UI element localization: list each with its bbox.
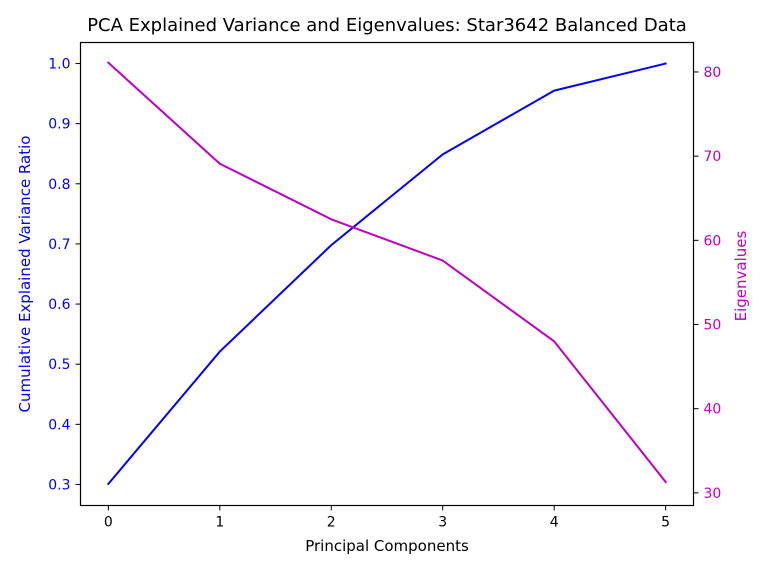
- y-right-tick-label: 30: [704, 486, 722, 502]
- y-left-tick-label: 0.8: [48, 177, 70, 193]
- series-layer: [106, 61, 668, 486]
- cumulative-variance-point-5: [664, 62, 667, 65]
- x-tick-label: 1: [215, 515, 224, 531]
- x-tick-label: 3: [438, 515, 447, 531]
- eigenvalue-point-4: [553, 340, 556, 343]
- x-tick-label: 0: [104, 515, 113, 531]
- cumulative-variance-point-1: [218, 350, 221, 353]
- y-left-tick-label: 0.3: [48, 477, 70, 493]
- chart-title: PCA Explained Variance and Eigenvalues: …: [87, 15, 687, 36]
- cumulative-variance-line: [106, 62, 667, 486]
- y-right-tick-label: 70: [704, 149, 722, 165]
- y-left-tick-label: 0.5: [48, 357, 70, 373]
- axis-layer: 0 1 2 3 4 5 0.3 0.4 0.5 0.6 0.7 0.8 0.9 1.0 30 40 50 60 70…: [48, 57, 721, 531]
- x-tick-label: 5: [661, 515, 670, 531]
- y-axis-right-label: Eigenvalues: [732, 230, 750, 321]
- y-axis-left-label: Cumulative Explained Variance Ratio: [16, 136, 34, 413]
- eigenvalue-point-3: [441, 259, 444, 262]
- x-axis-label: Principal Components: [305, 537, 469, 555]
- cumulative-variance-point-2: [330, 244, 333, 247]
- eigenvalue-point-2: [330, 218, 333, 221]
- eigenvalue-point-1: [218, 162, 221, 165]
- cumulative-variance-point-4: [553, 89, 556, 92]
- eigenvalue-point-5: [664, 481, 667, 483]
- y-right-tick-label: 80: [704, 65, 722, 81]
- y-left-tick-label: 0.6: [48, 297, 70, 313]
- y-left-tick-label: 0.9: [48, 117, 70, 133]
- plot-area-frame: [79, 41, 695, 507]
- cumulative-variance-point-3: [441, 153, 444, 156]
- cumulative-variance-point-0: [107, 482, 110, 485]
- x-tick-label: 2: [327, 515, 336, 531]
- x-tick-label: 4: [550, 515, 559, 531]
- y-left-tick-label: 0.4: [48, 417, 70, 433]
- y-left-tick-label: 1.0: [48, 57, 70, 73]
- y-right-tick-label: 40: [704, 402, 722, 418]
- y-right-tick-label: 50: [704, 318, 722, 334]
- y-left-tick-label: 0.7: [48, 237, 70, 253]
- y-right-tick-label: 60: [704, 233, 722, 249]
- eigenvalue-point-0: [107, 61, 110, 64]
- eigenvalues-line: [106, 61, 668, 484]
